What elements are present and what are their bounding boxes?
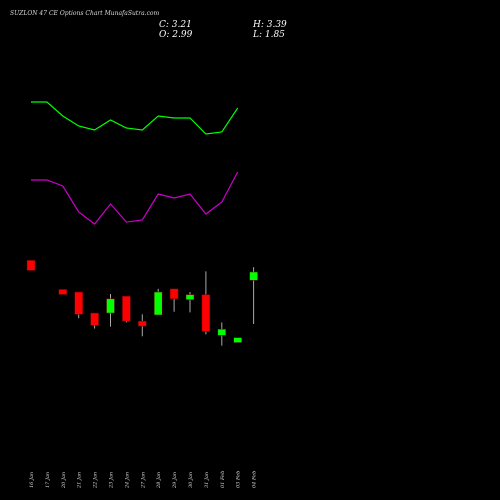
candle-body <box>169 288 179 300</box>
candle-body <box>90 312 99 326</box>
candle-body <box>58 289 68 295</box>
x-tick-label: 16 Jan <box>29 472 35 488</box>
candle-body <box>201 294 211 332</box>
x-tick-label: 03 Feb <box>236 471 242 488</box>
candle-body <box>138 320 147 327</box>
x-tick-label: 17 Jan <box>45 472 51 488</box>
x-tick-label: 28 Jan <box>156 472 162 489</box>
x-tick-label: 27 Jan <box>140 472 146 489</box>
candle-body <box>106 298 115 314</box>
x-tick-label: 21 Jan <box>77 472 83 489</box>
candle-body <box>233 337 242 343</box>
x-tick-label: 24 Jan <box>124 472 130 489</box>
high-value: H: 3.39 <box>253 20 287 30</box>
x-tick-label: 22 Jan <box>93 472 99 489</box>
candle-body <box>185 294 195 300</box>
chart-title: SUZLON 47 CE Options Chart MunafaSutra.c… <box>10 10 160 17</box>
x-tick-label: 29 Jan <box>172 472 178 489</box>
x-tick-label: 30 Jan <box>188 472 194 488</box>
low-value: L: 1.85 <box>253 30 285 40</box>
x-tick-label: 31 Jan <box>204 472 210 488</box>
candle-body <box>249 271 258 281</box>
close-value: C: 3.21 <box>159 20 192 30</box>
candle-body <box>217 328 227 336</box>
x-tick-label: 01 Feb <box>220 471 226 488</box>
x-tick-label: 20 Jan <box>61 472 67 489</box>
candle-body <box>153 291 163 316</box>
candle-body <box>122 295 131 322</box>
candle-body <box>26 260 36 271</box>
x-tick-label: 04 Feb <box>252 471 258 488</box>
indicator-line-1 <box>31 101 239 135</box>
open-value: O: 2.99 <box>159 30 193 40</box>
candle-body <box>74 291 83 315</box>
indicator-line-2 <box>31 171 239 225</box>
x-tick-label: 23 Jan <box>109 472 115 489</box>
